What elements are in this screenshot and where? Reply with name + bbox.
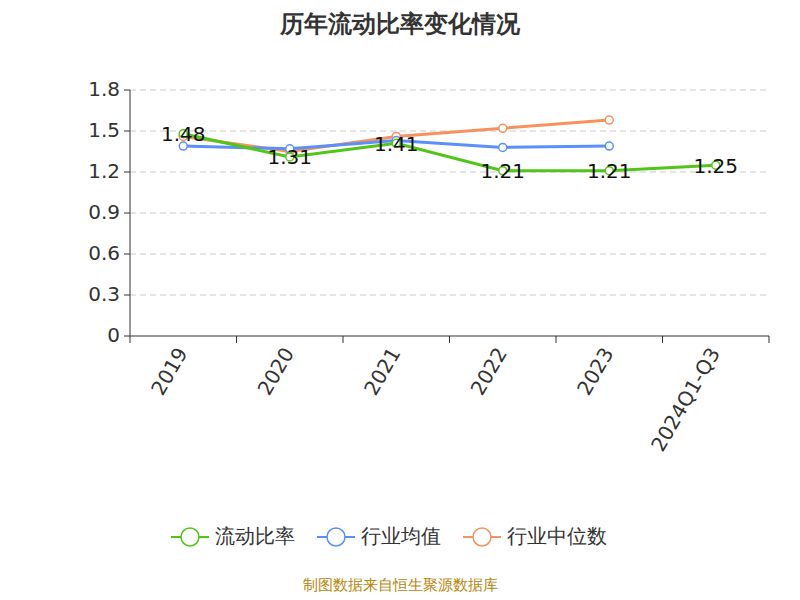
x-tick bbox=[449, 336, 450, 343]
legend-label: 行业均值 bbox=[361, 524, 441, 548]
y-tick-label: 1.2 bbox=[88, 159, 120, 183]
legend-label: 行业中位数 bbox=[507, 524, 607, 548]
data-label: 1.41 bbox=[374, 132, 419, 156]
x-tick bbox=[556, 336, 557, 343]
y-axis bbox=[130, 90, 131, 336]
x-tick bbox=[343, 336, 344, 343]
grid-line bbox=[130, 254, 769, 255]
y-tick-label: 1.8 bbox=[88, 77, 120, 101]
legend-marker bbox=[181, 528, 199, 546]
grid-line bbox=[130, 90, 769, 91]
data-label: 1.21 bbox=[480, 159, 525, 183]
y-tick bbox=[124, 336, 130, 337]
y-tick bbox=[124, 90, 130, 91]
y-tick bbox=[124, 172, 130, 173]
legend-marker bbox=[327, 528, 345, 546]
legend-marker bbox=[473, 528, 491, 546]
data-label: 1.25 bbox=[693, 154, 738, 178]
x-tick-label: 2023 bbox=[572, 343, 618, 399]
grid-line bbox=[130, 295, 769, 296]
x-tick-label: 2020 bbox=[253, 343, 299, 399]
y-tick-label: 0.9 bbox=[88, 200, 120, 224]
source: 制图数据来自恒生聚源数据库 bbox=[303, 576, 498, 594]
point bbox=[605, 116, 613, 124]
point bbox=[605, 142, 613, 150]
x-tick-label: 2022 bbox=[466, 343, 512, 399]
y-tick bbox=[124, 213, 130, 214]
y-tick-label: 0 bbox=[107, 323, 120, 347]
plot-area bbox=[179, 116, 720, 175]
y-tick bbox=[124, 131, 130, 132]
x-tick-label: 2021 bbox=[359, 343, 405, 399]
series-line bbox=[183, 134, 716, 171]
data-label: 1.48 bbox=[161, 122, 206, 146]
x-tick bbox=[662, 336, 663, 343]
y-tick-label: 0.3 bbox=[88, 282, 120, 306]
chart: 历年流动比率变化情况 0 0.3 0.6 0.9 1.2 1.5 1.8 2019 2020 202… bbox=[0, 0, 800, 600]
grid-line bbox=[130, 213, 769, 214]
y-tick bbox=[124, 295, 130, 296]
title: 历年流动比率变化情况 bbox=[279, 10, 521, 38]
legend-label: 流动比率 bbox=[215, 524, 295, 548]
point bbox=[499, 143, 507, 151]
y-tick bbox=[124, 254, 130, 255]
legend: 流动比率 行业均值 行业中位数 bbox=[171, 524, 607, 548]
grid-line bbox=[130, 172, 769, 173]
x-tick bbox=[130, 336, 131, 343]
point bbox=[499, 124, 507, 132]
data-labels: 1.48 1.31 1.41 1.21 1.21 1.25 bbox=[161, 122, 738, 183]
data-label: 1.31 bbox=[267, 145, 312, 169]
x-tick bbox=[769, 336, 770, 343]
x-tick-label: 2024Q1-Q3 bbox=[646, 343, 725, 455]
x-tick bbox=[236, 336, 237, 343]
x-tick-label: 2019 bbox=[146, 343, 192, 399]
data-label: 1.21 bbox=[587, 159, 632, 183]
y-tick-label: 0.6 bbox=[88, 241, 120, 265]
y-tick-label: 1.5 bbox=[88, 118, 120, 142]
